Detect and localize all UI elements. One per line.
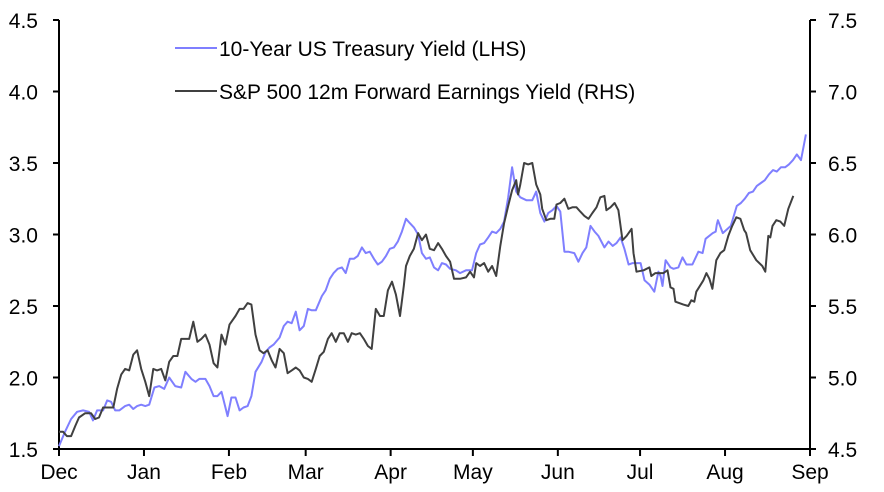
x-tick-label: Sep <box>791 461 828 484</box>
left-tick-label: 4.5 <box>9 10 38 33</box>
x-tick-label: Apr <box>374 461 407 484</box>
x-tick-label: Jul <box>627 461 654 484</box>
legend-label-sp500: S&P 500 12m Forward Earnings Yield (RHS) <box>219 81 635 104</box>
left-tick-label: 3.0 <box>9 225 38 248</box>
x-ticks: Dec Jan Feb Mar Apr May Jun Jul Aug Sep <box>40 449 829 484</box>
right-y-ticks: 4.5 5.0 5.5 6.0 6.5 7.0 7.5 <box>810 10 857 462</box>
left-tick-label: 1.5 <box>9 439 38 462</box>
series-points-sp500 <box>58 162 794 437</box>
right-tick-label: 7.0 <box>828 82 857 105</box>
series-line-sp500 <box>59 162 795 438</box>
right-tick-label: 6.0 <box>828 225 857 248</box>
left-tick-label: 3.5 <box>9 153 38 176</box>
right-tick-label: 5.5 <box>828 296 857 319</box>
right-tick-label: 6.5 <box>828 153 857 176</box>
legend-item-sp500: S&P 500 12m Forward Earnings Yield (RHS) <box>175 81 635 104</box>
legend: 10-Year US Treasury Yield (LHS) S&P 500 … <box>175 38 635 104</box>
x-tick-label: Mar <box>288 461 324 484</box>
legend-label-treasury: 10-Year US Treasury Yield (LHS) <box>219 38 526 61</box>
series-line-treasury <box>58 134 807 447</box>
right-tick-label: 5.0 <box>828 368 857 391</box>
x-tick-label: Aug <box>706 461 743 484</box>
left-tick-label: 2.5 <box>9 296 38 319</box>
axes: 1.5 2.0 2.5 3.0 3.5 4.0 4.5 4.5 5.0 5.5 6.0 6.5 7.0… <box>9 10 857 484</box>
x-tick-label: Dec <box>40 461 77 484</box>
left-tick-label: 2.0 <box>9 368 38 391</box>
right-tick-label: 7.5 <box>828 10 857 33</box>
legend-item-treasury: 10-Year US Treasury Yield (LHS) <box>175 38 526 61</box>
right-tick-label: 4.5 <box>828 439 857 462</box>
x-tick-label: May <box>453 461 493 484</box>
series-layer <box>58 134 807 447</box>
x-tick-label: Feb <box>211 461 247 484</box>
series-points-treasury <box>58 134 806 447</box>
x-tick-label: Jun <box>541 461 575 484</box>
left-y-ticks: 1.5 2.0 2.5 3.0 3.5 4.0 4.5 <box>9 10 59 462</box>
left-tick-label: 4.0 <box>9 82 38 105</box>
x-tick-label: Jan <box>127 461 161 484</box>
